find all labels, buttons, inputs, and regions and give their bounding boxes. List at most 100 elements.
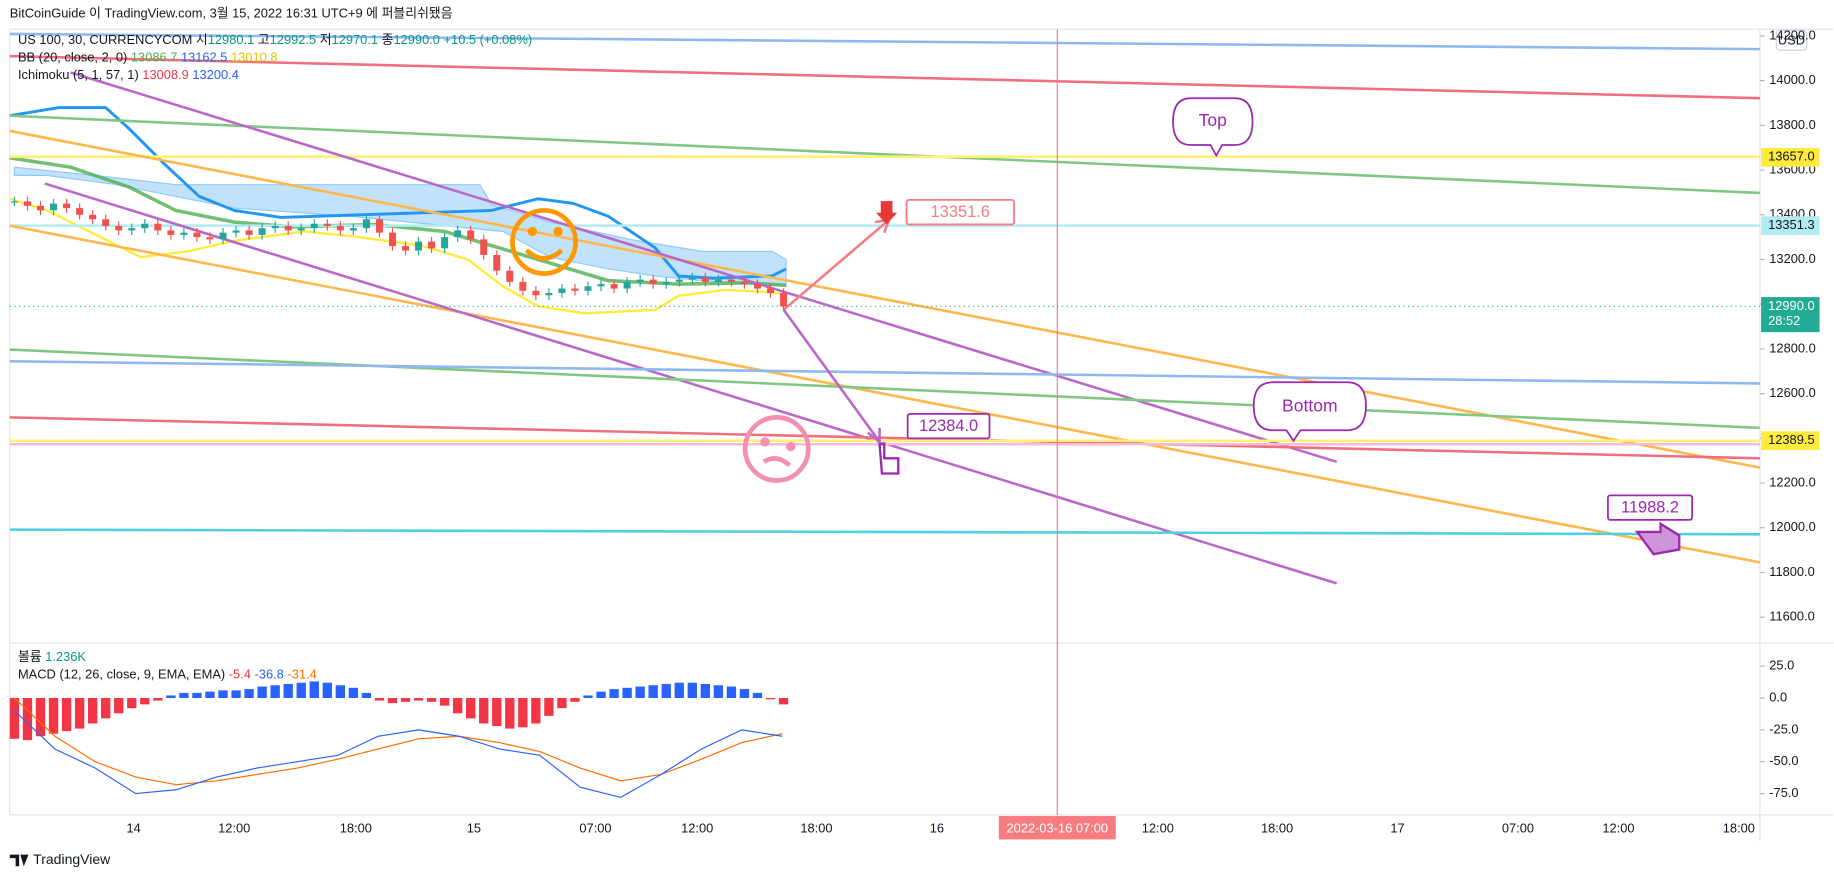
x-tick-label: 15 [467,820,481,835]
y-tick-label: -25.0 [1769,721,1798,736]
candle [180,232,188,235]
callout-text: Bottom [1282,395,1338,415]
candle [63,203,71,209]
candle [128,228,136,231]
y-tick-label: 12800.0 [1769,340,1815,355]
price-label-box [1761,431,1820,451]
macd-histogram-bar [557,698,567,709]
price-note: 11988.2 [1621,499,1679,517]
price-note: 12384.0 [919,417,978,435]
macd-histogram-bar [387,698,398,704]
macd-histogram-bar [9,698,20,739]
macd-histogram-bar [22,698,33,741]
macd-histogram-bar [426,698,437,702]
macd-histogram-bar [609,689,619,699]
candle [297,228,305,231]
currency[interactable]: USD [1778,32,1805,47]
macd-histogram-bar [322,682,332,699]
arrow [782,218,890,311]
candle [375,219,383,233]
candle [454,230,462,238]
macd-histogram-bar [648,685,658,699]
macd-histogram-bar [296,682,306,699]
volume-legend: 볼륨 1.236K [18,650,86,665]
symbol: US 100, 30, CURRENCYCOM [18,32,192,47]
bb-legend: BB (20, close, 2, 0) 13086.7 13162.5 130… [18,50,278,65]
indicator-name: MACD (12, 26, close, 9, EMA, EMA) [18,667,225,682]
trend-line [9,32,1760,51]
macd-histogram-bar [361,692,372,699]
price-label-box [1761,147,1820,167]
ohlc-value: 12990.0 [393,32,439,47]
macd-histogram-bar [466,698,476,719]
macd-histogram-bar [479,698,489,724]
macd-histogram-bar [231,690,241,699]
x-tick-label: 07:00 [579,820,611,835]
x-tick-label: 16 [930,820,944,835]
candle [780,293,788,307]
candle [349,228,357,231]
trend-line [9,348,1760,430]
candle [388,232,396,247]
candle [662,281,670,285]
y-tick-label: 14200.0 [1769,27,1815,42]
macd-histogram-bar [739,689,750,699]
y-tick-label: 12000.0 [1769,519,1815,534]
candle [37,205,45,211]
y-tick-label: 13800.0 [1769,117,1815,132]
x-tick-label: 17 [1390,820,1404,835]
ohlc-label: 고 [258,32,270,47]
candle [441,237,449,249]
currency-badge[interactable] [1775,29,1808,51]
macd-histogram-bar [127,698,137,709]
price-label-box [1761,297,1820,333]
macd-histogram-bar [48,698,59,734]
trend-line [44,182,1338,585]
candle [206,237,214,240]
candle [506,270,514,282]
macd-histogram-bar [413,698,424,701]
x-tick-label: 18:00 [800,820,832,835]
candle [258,228,266,235]
macd-histogram-bar [713,685,724,699]
candle [23,201,31,206]
candle [767,288,775,294]
candle [10,201,18,203]
y-tick-label: 12200.0 [1769,474,1815,489]
candle [493,255,501,271]
x-tick-label: 14 [127,820,141,835]
macd-histogram-bar [335,685,346,699]
candle [362,219,370,229]
macd-histogram-bar [309,681,319,699]
ichimoku-legend: Ichimoku (5, 1, 57, 1) 13008.9 13200.4 [18,67,239,82]
y-tick-label: 12600.0 [1769,385,1815,400]
macd-histogram-bar [348,687,359,699]
arrow-head [867,427,881,445]
callout [1172,97,1254,158]
macd-histogram-bar [35,698,46,737]
callout [1252,381,1367,443]
macd-histogram-bar [283,683,293,699]
symbol-legend: US 100, 30, CURRENCYCOM 시12980.1 고12992.… [18,32,532,47]
macd-histogram-bar [101,698,111,719]
macd-histogram-bar [700,683,711,699]
candle [402,246,410,251]
candle [571,288,579,291]
hand-icon [878,443,900,475]
ohlc-label: 저 [320,32,332,47]
y-tick-label: 13200.0 [1769,251,1815,266]
macd-histogram-bar [726,686,737,699]
price-label: 12389.5 [1768,432,1814,447]
indicator-name: BB (20, close, 2, 0) [18,50,127,65]
macd-histogram-bar [205,691,215,699]
macd-histogram-bar [61,698,72,732]
indicator-value: 13008.9 [142,67,188,82]
macd-histogram-bar [635,686,645,699]
confused-icon [742,415,811,483]
x-tick-label: 07:00 [1502,820,1534,835]
change: +10.5 (+0.08%) [444,32,533,47]
macd-histogram-bar [114,698,124,714]
indicator-name: 볼륨 [18,650,42,665]
candle [597,284,605,287]
macd-histogram-bar [752,692,763,699]
